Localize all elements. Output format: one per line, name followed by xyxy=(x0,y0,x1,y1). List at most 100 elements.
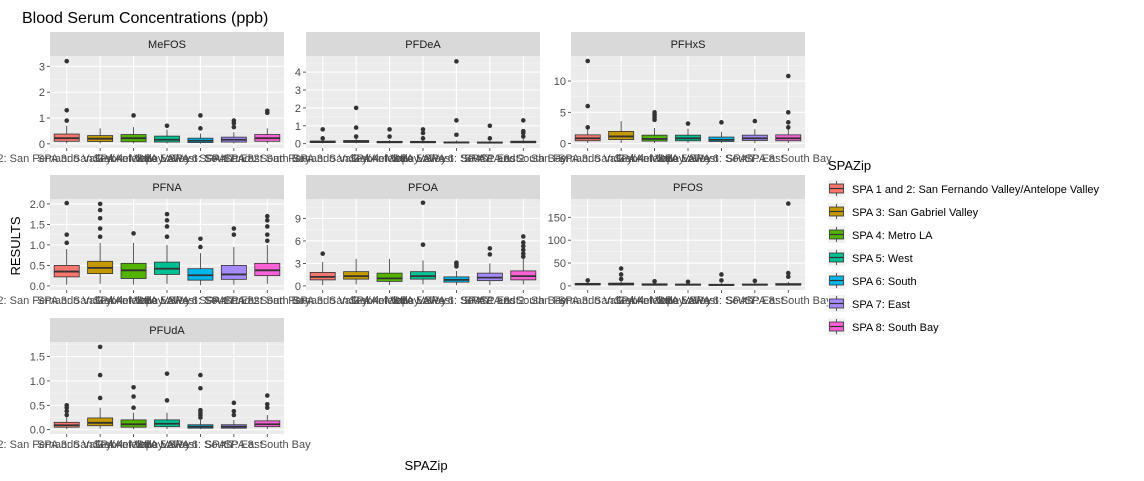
y-tick-label: 0 xyxy=(560,139,566,151)
x-tick-label: SPA 3: San Gabriel Valley xyxy=(558,153,685,165)
x-tick-label: SPA 3: San Gabriel Valley xyxy=(293,153,420,165)
outlier-point xyxy=(164,211,170,217)
x-tick-label: SPA 4: Metro LA xyxy=(93,439,174,451)
outlier-point xyxy=(164,224,170,229)
legend-label: SPA 8: South Bay xyxy=(852,322,939,334)
y-tick-label: 0.0 xyxy=(30,281,45,293)
legend-title: SPAZip xyxy=(828,158,871,173)
y-tick-label: 2 xyxy=(39,87,45,99)
facet-strip xyxy=(306,32,540,56)
y-tick-label: 2.0 xyxy=(30,199,45,211)
x-tick-label: SPA 4: Metro LA xyxy=(93,153,174,165)
outlier-point xyxy=(231,118,237,123)
x-tick-label: SPA 1 and 2: San Fernando Valley/Antelop… xyxy=(464,295,712,307)
y-tick-label: 1.0 xyxy=(30,376,45,388)
outlier-point xyxy=(198,244,203,250)
y-tick-label: 3 xyxy=(295,258,301,270)
outlier-point xyxy=(585,103,591,109)
outlier-point xyxy=(131,394,136,399)
outlier-point xyxy=(685,121,691,126)
outlier-point xyxy=(231,232,237,237)
outlier-point xyxy=(264,224,270,229)
y-tick-label: 9 xyxy=(295,213,301,225)
x-tick-label: SPA 8: South Bay xyxy=(480,295,567,307)
facet-strip-label: PFUdA xyxy=(149,325,185,337)
box-6 xyxy=(220,400,247,430)
box-3 xyxy=(641,279,668,286)
box-5 xyxy=(708,120,735,143)
outlier-point xyxy=(785,120,791,125)
box-7 xyxy=(510,234,537,285)
outlier-point xyxy=(131,384,136,390)
outlier-point xyxy=(264,232,270,237)
outlier-point xyxy=(785,73,791,79)
outlier-point xyxy=(164,371,170,376)
y-tick-label: 10 xyxy=(554,76,566,88)
outlier-point xyxy=(420,136,426,141)
outlier-point xyxy=(198,407,203,413)
outlier-point xyxy=(520,134,526,139)
x-tick-label: SPA 1 and 2: San Fernando Valley/Antelop… xyxy=(0,295,191,307)
outlier-point xyxy=(387,127,392,132)
facet-strip xyxy=(50,32,284,56)
outlier-point xyxy=(487,123,493,129)
x-tick-label: SPA 8: South Bay xyxy=(480,153,567,165)
legend-items: SPA 1 and 2: San Fernando Valley/Antelop… xyxy=(828,180,1100,335)
outlier-point xyxy=(231,408,237,414)
legend-label: SPA 1 and 2: San Fernando Valley/Antelop… xyxy=(852,184,1100,196)
box-body xyxy=(608,131,635,140)
outlier-point xyxy=(454,132,459,138)
outlier-point xyxy=(420,200,426,206)
box-6 xyxy=(741,278,768,286)
outlier-point xyxy=(164,218,170,223)
box-7 xyxy=(775,73,802,143)
outlier-point xyxy=(64,240,70,246)
facet-panel-mefos: MeFOS 0 1 2 3 SPA 1 and 2: San Fernando Valle… xyxy=(0,32,311,165)
x-tick-label: SPA 5: West xyxy=(137,439,198,451)
outlier-point xyxy=(520,128,526,134)
y-tick-label: 0.5 xyxy=(30,400,45,412)
box-7 xyxy=(510,118,537,144)
box-1 xyxy=(53,402,80,430)
outlier-point xyxy=(231,400,237,406)
y-tick-label: 150 xyxy=(548,212,566,224)
legend-item-1: SPA 1 and 2: San Fernando Valley/Antelop… xyxy=(828,180,1100,197)
outlier-point xyxy=(198,372,203,378)
outlier-point xyxy=(264,393,270,398)
outlier-point xyxy=(231,412,237,418)
legend-label: SPA 6: South xyxy=(852,276,917,288)
x-tick-label: SPA 8: South Bay xyxy=(224,153,311,165)
box-1 xyxy=(574,278,601,286)
facet-strip-label: MeFOS xyxy=(148,39,186,51)
x-tick-label: SPA 4: Metro LA xyxy=(614,153,695,165)
x-tick-label: SPA 4: Metro LA xyxy=(93,295,174,307)
box-3 xyxy=(120,231,147,285)
outlier-point xyxy=(785,270,791,276)
box-5 xyxy=(187,372,214,430)
outlier-point xyxy=(618,272,624,277)
facet-strip-label: PFNA xyxy=(152,182,182,194)
facet-strip xyxy=(50,318,284,342)
outlier-point xyxy=(198,385,203,391)
x-tick-label: SPA 7: East xyxy=(726,295,784,307)
x-tick-label: SPA 6: South xyxy=(168,295,233,307)
outlier-point xyxy=(264,402,270,407)
outlier-point xyxy=(131,405,136,411)
outlier-point xyxy=(264,218,270,223)
outlier-point xyxy=(487,252,493,257)
box-7 xyxy=(254,213,281,284)
box-1 xyxy=(53,58,80,144)
outlier-point xyxy=(520,251,526,256)
outlier-point xyxy=(785,274,791,280)
y-tick-label: 0.0 xyxy=(30,425,45,437)
outlier-point xyxy=(198,236,203,242)
outlier-point xyxy=(231,124,237,130)
x-tick-label: SPA 3: San Gabriel Valley xyxy=(37,439,164,451)
y-tick-label: 1 xyxy=(295,121,301,133)
x-tick-label: SPA 5: West xyxy=(137,153,198,165)
box-4 xyxy=(410,200,436,285)
box-6 xyxy=(220,226,247,285)
x-tick-label: SPA 1 and 2: San Fernando Valley/Antelop… xyxy=(0,153,191,165)
box-3 xyxy=(120,113,147,144)
box-2 xyxy=(87,128,114,144)
